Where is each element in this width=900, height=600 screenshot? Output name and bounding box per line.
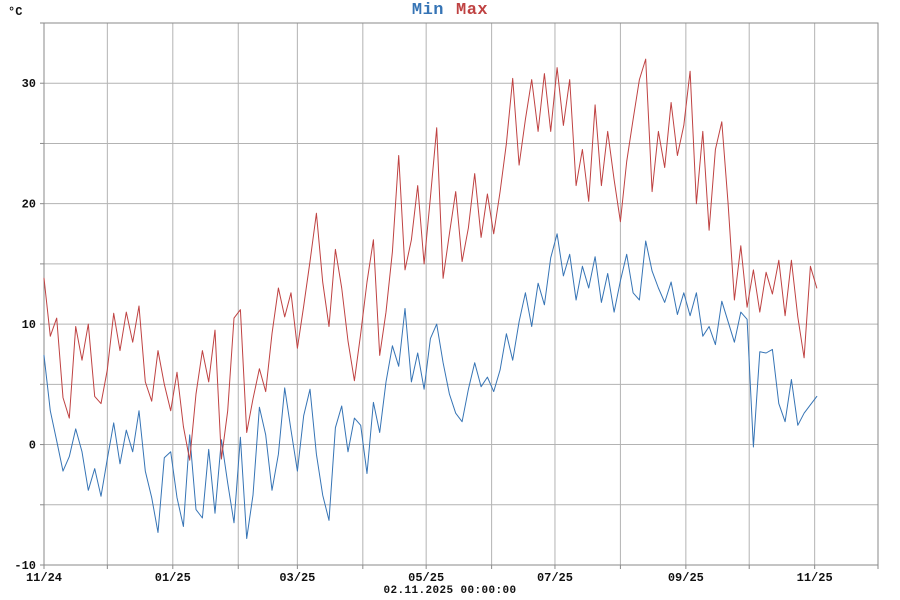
x-tick-label: 03/25 — [279, 571, 315, 585]
y-axis-unit-label: °C — [8, 5, 23, 19]
x-tick-label: 05/25 — [408, 571, 444, 585]
y-tick-label: -10 — [14, 559, 36, 573]
y-tick-label: 20 — [22, 198, 36, 212]
y-tick-label: 10 — [22, 318, 36, 332]
x-tick-label: 07/25 — [537, 571, 573, 585]
chart-legend: Min Max — [0, 1, 900, 20]
x-tick-label: 09/25 — [668, 571, 704, 585]
x-tick-label: 11/24 — [26, 571, 62, 585]
x-tick-label: 11/25 — [797, 571, 833, 585]
max-series-line — [43, 58, 818, 461]
timestamp-caption: 02.11.2025 00:00:00 — [383, 585, 517, 597]
y-tick-label: 0 — [29, 439, 36, 453]
min-series-line — [43, 233, 818, 539]
legend-min-label: Min — [411, 1, 444, 20]
legend-max-label: Max — [456, 1, 489, 20]
x-tick-label: 01/25 — [155, 571, 191, 585]
y-tick-label: 30 — [22, 77, 36, 91]
plot-frame — [43, 22, 879, 566]
